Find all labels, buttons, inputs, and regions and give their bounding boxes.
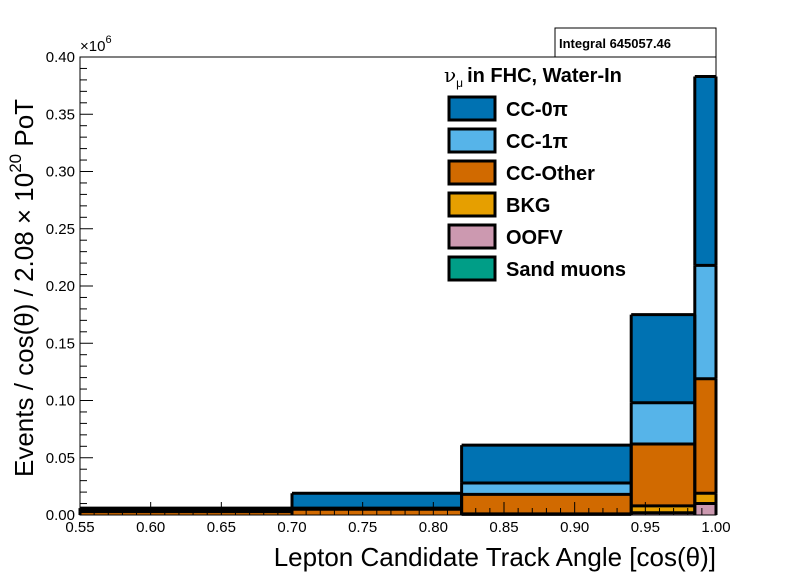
bar-cc-1pi-bin-4 (694, 265, 716, 379)
y-tick-label: 0.10 (46, 393, 75, 410)
bar-cc-0pi-bin-3 (631, 314, 695, 403)
y-tick-label: 0.30 (46, 164, 75, 181)
y-tick-label: 0.40 (46, 49, 75, 66)
bar-cc-0pi-bin-1 (292, 493, 462, 509)
legend-swatch-sand-muons (447, 255, 497, 282)
bar-cc-other-bin-0 (80, 511, 292, 515)
legend-label-bkg: BKG (506, 195, 550, 217)
legend-swatch-cc-1pi (447, 127, 497, 154)
bar-cc-0pi-bin-4 (694, 76, 716, 266)
axis-ticks (79, 56, 717, 516)
bar-cc-1pi-bin-3 (631, 402, 695, 445)
y-tick-label: 0.35 (46, 106, 75, 123)
y-tick-label: 0.15 (46, 335, 75, 352)
legend-label-cc-0pi: CC-0π (506, 99, 568, 121)
y-tick-label: 0.00 (46, 507, 75, 524)
legend-label-sand-muons: Sand muons (506, 259, 626, 281)
bar-cc-1pi-bin-2 (461, 482, 632, 495)
legend-header-text: in FHC, Water-In (467, 65, 622, 87)
y-axis-title-exponent: 20 (6, 154, 25, 173)
x-tick-label: 0.70 (277, 519, 306, 536)
legend-label-oofv: OOFV (506, 227, 563, 249)
x-tick-label: 0.80 (419, 519, 448, 536)
x-tick-label: 0.75 (348, 519, 377, 536)
y-tick-label: 0.05 (46, 450, 75, 467)
legend-label-cc-other: CC-Other (506, 163, 595, 185)
y-tick-labels: 0.00 0.05 0.10 0.15 0.20 0.25 0.30 0.35 0.40 (46, 49, 75, 524)
x-tick-label: 0.60 (136, 519, 165, 536)
y-multiplier-exponent: 6 (105, 34, 111, 46)
y-tick-label: 0.20 (46, 278, 75, 295)
bar-cc-0pi-bin-2 (461, 445, 632, 483)
x-tick-label: 0.90 (560, 519, 589, 536)
bar-bkg-bin-3 (631, 505, 695, 513)
stats-box: Integral 645057.46 (554, 27, 717, 58)
y-multiplier: ×106 (80, 34, 112, 55)
legend-swatch-cc-other (447, 159, 497, 186)
y-axis-title-tail: PoT (9, 99, 39, 154)
histogram-bars (80, 76, 716, 515)
x-tick-label: 0.65 (207, 519, 236, 536)
x-axis-title: Lepton Candidate Track Angle [cos(θ)] (274, 542, 716, 572)
bar-cc-other-bin-3 (631, 444, 695, 506)
legend: νμ in FHC, Water-In CC-0π CC-1π CC-Other BKG… (444, 63, 626, 282)
y-axis-title-main: Events / cos(θ) / 2.08 × 10 (9, 173, 39, 477)
x-tick-label: 1.00 (701, 519, 730, 536)
y-multiplier-base: ×10 (80, 38, 105, 55)
bar-oofv-bin-4 (694, 503, 716, 515)
legend-label-cc-1pi: CC-1π (506, 131, 568, 153)
legend-items: CC-0π CC-1π CC-Other BKG OOFV Sand muons (447, 95, 626, 282)
legend-header-nu: ν (444, 63, 456, 87)
y-axis-title: Events / cos(θ) / 2.08 × 1020 PoT (6, 99, 39, 477)
legend-header: νμ in FHC, Water-In (444, 63, 622, 90)
y-tick-label: 0.25 (46, 221, 75, 238)
legend-swatch-bkg (447, 191, 497, 218)
legend-swatch-oofv (447, 223, 497, 250)
x-tick-label: 0.95 (631, 519, 660, 536)
bar-bkg-bin-4 (694, 493, 716, 504)
bar-cc-other-bin-4 (694, 378, 716, 494)
stats-integral: Integral 645057.46 (559, 36, 671, 51)
x-tick-labels: 0.55 0.60 0.65 0.70 0.75 0.80 0.85 0.90 0.95 1.00 (65, 519, 730, 536)
x-tick-label: 0.55 (65, 519, 94, 536)
legend-swatch-cc-0pi (447, 95, 497, 122)
x-tick-label: 0.85 (489, 519, 518, 536)
legend-header-mu: μ (456, 76, 463, 90)
